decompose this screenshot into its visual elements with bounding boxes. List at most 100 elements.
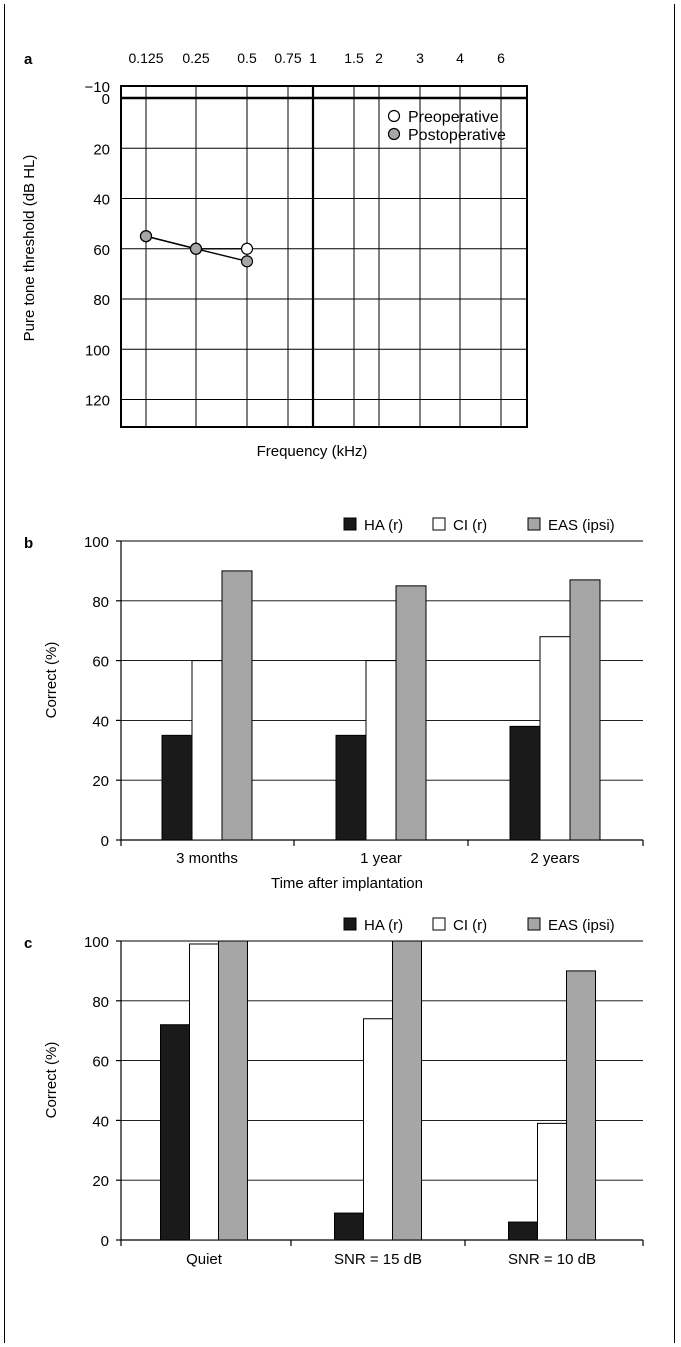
legend-label-ha-r: HA (r) (364, 517, 403, 534)
y-tick-label-80: 80 (92, 594, 109, 611)
x-tick-label-0-125: 0.125 (128, 50, 163, 66)
y-tick-label-20: 20 (92, 1173, 109, 1190)
legend-preoperative-marker (387, 109, 401, 123)
panel-c-category-labels: Quiet SNR = 15 dB SNR = 10 dB (186, 1251, 596, 1268)
x-tick-label-3: 3 (416, 50, 424, 66)
bar-eas-ipsi-quiet (218, 940, 248, 1241)
panel-a-x-tick-labels: 0.125 0.25 0.5 0.75 1 1.5 2 3 4 6 (128, 50, 505, 66)
panel-b: b 0 20 40 60 80 100 3 months 1 year 2 years HA … (24, 517, 644, 892)
legend-label-ha-r: HA (r) (364, 917, 403, 934)
bar-ci-r-1-year (365, 660, 397, 841)
x-tick-label-0-75: 0.75 (274, 50, 301, 66)
bar-ha-r-snr-10-db (508, 1221, 538, 1241)
y-tick-label-60: 60 (92, 1054, 109, 1071)
panel-b-bars (161, 570, 601, 841)
legend-swatch-ha-r (343, 917, 357, 931)
panel-a-x-axis-label: Frequency (kHz) (257, 443, 368, 460)
x-tick-label-0-25: 0.25 (182, 50, 209, 66)
bar-ci-r-2-years (539, 636, 571, 841)
legend-postoperative-label: Postoperative (408, 127, 506, 144)
category-label-snr-10-db: SNR = 10 dB (508, 1251, 596, 1268)
panel-b-y-tick-labels: 0 20 40 60 80 100 (84, 534, 109, 850)
x-tick-label-6: 6 (497, 50, 505, 66)
y-tick-label-100: 100 (85, 342, 110, 359)
category-label-3-months: 3 months (176, 850, 238, 867)
bar-ci-r-quiet (189, 943, 219, 1241)
bar-ci-r-3-months (191, 660, 223, 841)
y-tick-label-60: 60 (92, 654, 109, 671)
y-tick-label-120: 120 (85, 393, 110, 410)
point-postoperative-0-125 (139, 230, 153, 243)
panel-b-legend: HA (r) CI (r) EAS (ipsi) (343, 517, 615, 534)
bar-ci-r-snr-15-db (363, 1018, 393, 1241)
category-label-quiet: Quiet (186, 1251, 223, 1268)
panel-c-y-axis-label: Correct (%) (43, 1042, 60, 1119)
y-tick-label-10: −10 (85, 79, 110, 96)
bar-ci-r-snr-10-db (537, 1122, 567, 1241)
y-tick-label-40: 40 (92, 713, 109, 730)
panel-c-y-tick-labels: 0 20 40 60 80 100 (84, 934, 109, 1250)
figure-frame (4, 4, 675, 1343)
panel-a-letter: a (24, 51, 33, 68)
legend-label-ci-r: CI (r) (453, 917, 487, 934)
bar-ha-r-quiet (160, 1024, 190, 1241)
panel-c-legend: HA (r) CI (r) EAS (ipsi) (343, 917, 615, 934)
bar-ha-r-1-year (335, 734, 367, 841)
panel-a: a −100 20 40 60 80 100 120 0.125 0.25 0.5 0.75 1 1.… (21, 50, 528, 460)
y-tick-label-20: 20 (93, 141, 110, 158)
panel-c-bars (160, 940, 596, 1241)
legend-label-eas-ipsi: EAS (ipsi) (548, 517, 615, 534)
legend-swatch-eas-ipsi (527, 517, 541, 531)
category-label-1-year: 1 year (360, 850, 402, 867)
panel-b-y-axis-label: Correct (%) (43, 642, 60, 719)
panel-a-legend: Preoperative Postoperative (387, 109, 506, 144)
legend-label-eas-ipsi: EAS (ipsi) (548, 917, 615, 934)
y-tick-label-80: 80 (93, 292, 110, 309)
panel-a-points (139, 230, 254, 268)
legend-swatch-ha-r (343, 517, 357, 531)
legend-swatch-eas-ipsi (527, 917, 541, 931)
bar-ha-r-2-years (509, 725, 541, 841)
y-tick-label-0: 0 (101, 1233, 109, 1250)
panel-c: c 0 20 40 60 80 100 Quiet SNR = 15 dB SNR = 10 … (24, 917, 644, 1268)
panel-a-y-tick-labels: −100 20 40 60 80 100 120 (85, 79, 110, 410)
legend-postoperative-marker (387, 127, 401, 141)
y-tick-label-20: 20 (92, 773, 109, 790)
legend-preoperative-label: Preoperative (408, 109, 499, 126)
y-tick-label-100: 100 (84, 534, 109, 551)
category-label-snr-15-db: SNR = 15 dB (334, 1251, 422, 1268)
bar-eas-ipsi-3-months (221, 570, 253, 841)
bar-ha-r-3-months (161, 734, 193, 841)
plot-frame (120, 85, 528, 428)
x-tick-label-4: 4 (456, 50, 464, 66)
panel-b-x-axis-label: Time after implantation (271, 875, 423, 892)
y-tick-label-40: 40 (92, 1113, 109, 1130)
y-tick-label-80: 80 (92, 994, 109, 1011)
x-tick-label-2: 2 (375, 50, 383, 66)
x-tick-label-0-5: 0.5 (237, 50, 257, 66)
y-tick-label-0: 0 (101, 833, 109, 850)
x-tick-label-1-5: 1.5 (344, 50, 364, 66)
legend-label-ci-r: CI (r) (453, 517, 487, 534)
y-tick-label-60: 60 (93, 242, 110, 259)
point-preoperative-0-5 (240, 242, 254, 255)
legend-swatch-ci-r (432, 517, 446, 531)
bar-eas-ipsi-1-year (395, 585, 427, 841)
panel-a-y-axis-label: Pure tone threshold (dB HL) (21, 155, 38, 342)
y-tick-label-100: 100 (84, 934, 109, 951)
bar-eas-ipsi-2-years (569, 579, 601, 841)
point-postoperative-0-5 (240, 255, 254, 268)
bar-ha-r-snr-15-db (334, 1212, 364, 1241)
panel-b-letter: b (24, 535, 33, 552)
panel-b-category-labels: 3 months 1 year 2 years (176, 850, 579, 867)
y-tick-label-0: 0 (102, 91, 110, 108)
category-label-2-years: 2 years (530, 850, 579, 867)
x-tick-label-1: 1 (309, 50, 317, 66)
point-postoperative-0-25 (189, 242, 203, 255)
y-tick-label-40: 40 (93, 192, 110, 209)
bar-eas-ipsi-snr-10-db (566, 970, 596, 1241)
panel-c-letter: c (24, 935, 32, 952)
legend-swatch-ci-r (432, 917, 446, 931)
bar-eas-ipsi-snr-15-db (392, 940, 422, 1241)
